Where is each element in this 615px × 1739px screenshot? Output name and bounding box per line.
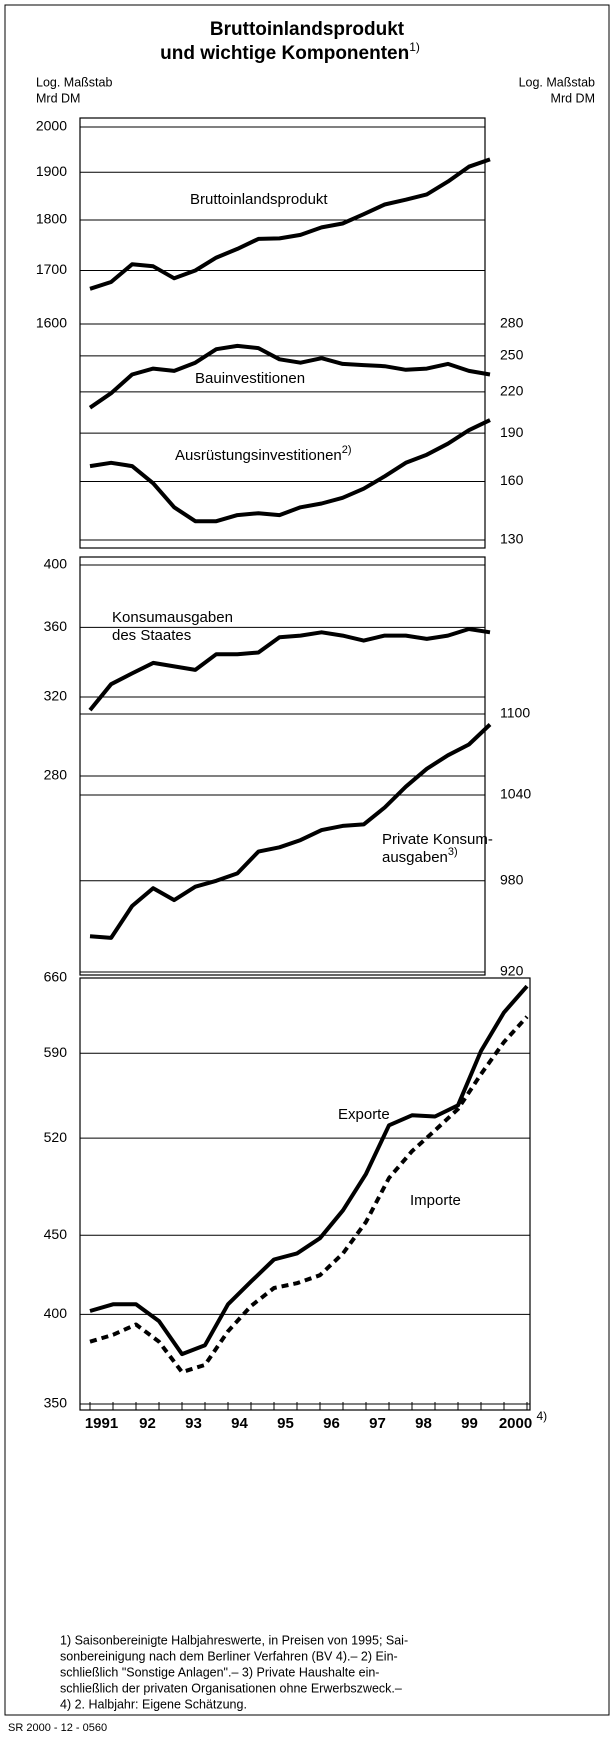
series-line: [89, 723, 492, 940]
outer-frame: [4, 4, 610, 1716]
panel-frame: [79, 556, 486, 976]
series-label: Bruttoinlandsprodukt: [190, 191, 328, 208]
series-note: 3): [448, 846, 458, 858]
y-tick-label: 1700: [36, 261, 67, 277]
footnote: schließlich der privaten Organisationen …: [60, 1681, 402, 1695]
y-tick-label: 1600: [36, 315, 67, 331]
y-tick-label: 1800: [36, 211, 67, 227]
y-tick-label: 400: [44, 1305, 68, 1321]
title-note: 1): [409, 40, 420, 54]
x-tick-label: 96: [323, 1415, 340, 1432]
series-label: Konsumausgaben: [112, 609, 233, 626]
series-label: Bauinvestitionen: [195, 370, 305, 387]
footnote: schließlich "Sonstige Anlagen".– 3) Priv…: [60, 1665, 379, 1679]
y2-tick-label: 1040: [500, 786, 531, 802]
y2-tick-label: 220: [500, 383, 524, 399]
y-tick-label: 2000: [36, 118, 67, 134]
series-line: [88, 627, 491, 712]
x-tick-label: 95: [277, 1415, 294, 1432]
series-label-line: des Staates: [112, 627, 191, 644]
x-tick-label: 1991: [85, 1415, 118, 1432]
footnote: 4) 2. Halbjahr: Eigene Schätzung.: [60, 1697, 247, 1711]
footnote: 1) Saisonbereinigte Halbjahreswerte, in …: [60, 1633, 408, 1647]
series-label-line: Private Konsum-: [382, 831, 493, 848]
x-tick-label: 94: [231, 1415, 248, 1432]
y2-tick-label: 190: [500, 424, 524, 440]
y2-tick-label: 920: [500, 963, 524, 979]
series-label-text: Exporte: [338, 1106, 390, 1123]
title: und wichtige Komponenten1): [160, 40, 420, 64]
y2-tick-label: 130: [500, 531, 524, 547]
panel-frame: [79, 977, 531, 1411]
series-label-text: Bruttoinlandsprodukt: [190, 191, 328, 208]
y-tick-label: 590: [44, 1044, 68, 1060]
y-tick-label: 350: [44, 1395, 68, 1411]
series-label: ausgaben3): [382, 846, 458, 866]
y-tick-label: 660: [44, 969, 68, 985]
axis-label: Log. Maßstab: [519, 75, 595, 89]
y2-tick-label: 160: [500, 472, 524, 488]
series-label-line: Konsumausgaben: [112, 609, 233, 626]
y-tick-label: 520: [44, 1129, 68, 1145]
series-label: Ausrüstungsinvestitionen2): [175, 444, 352, 464]
y-tick-label: 320: [44, 688, 68, 704]
y-tick-label: 450: [44, 1226, 68, 1242]
x-tick-label: 99: [461, 1415, 478, 1432]
footnote: sonbereinigung nach dem Berliner Verfahr…: [60, 1649, 398, 1663]
title: Bruttoinlandsprodukt: [210, 19, 405, 40]
series-label: Importe: [410, 1192, 461, 1209]
axis-label: Mrd DM: [36, 91, 80, 105]
series-line: [89, 1015, 529, 1375]
source: SR 2000 - 12 - 0560: [8, 1722, 107, 1734]
series-label-text: Ausrüstungsinvestitionen: [175, 447, 342, 464]
y2-tick-label: 280: [500, 315, 524, 331]
y-tick-label: 1900: [36, 163, 67, 179]
x-tick-label: 92: [139, 1415, 156, 1432]
y-tick-label: 280: [44, 767, 68, 783]
series-line: [88, 343, 491, 410]
y-tick-label: 360: [44, 618, 68, 634]
series-label: Exporte: [338, 1106, 390, 1123]
y2-tick-label: 1100: [500, 705, 530, 721]
series-label-line: ausgaben: [382, 849, 448, 866]
x-tick-label: 93: [185, 1415, 202, 1432]
series-label-text: Bauinvestitionen: [195, 370, 305, 387]
x-label-note: 4): [537, 1409, 548, 1423]
x-tick-label: 97: [369, 1415, 386, 1432]
series-line: [89, 157, 491, 291]
series-line: [89, 418, 491, 524]
series-line: [89, 984, 529, 1357]
y2-tick-label: 250: [500, 347, 524, 363]
y-tick-label: 400: [44, 556, 68, 572]
axis-label: Log. Maßstab: [36, 75, 112, 89]
panel-frame: [79, 117, 486, 549]
series-note: 2): [342, 444, 352, 456]
series-label: des Staates: [112, 627, 191, 644]
x-tick-label: 98: [415, 1415, 432, 1432]
title-line: und wichtige Komponenten: [160, 43, 409, 64]
series-label-text: Importe: [410, 1192, 461, 1209]
x-tick-label: 2000: [499, 1415, 532, 1432]
series-label: Private Konsum-: [382, 831, 493, 848]
axis-label: Mrd DM: [551, 91, 595, 105]
y2-tick-label: 980: [500, 871, 524, 887]
